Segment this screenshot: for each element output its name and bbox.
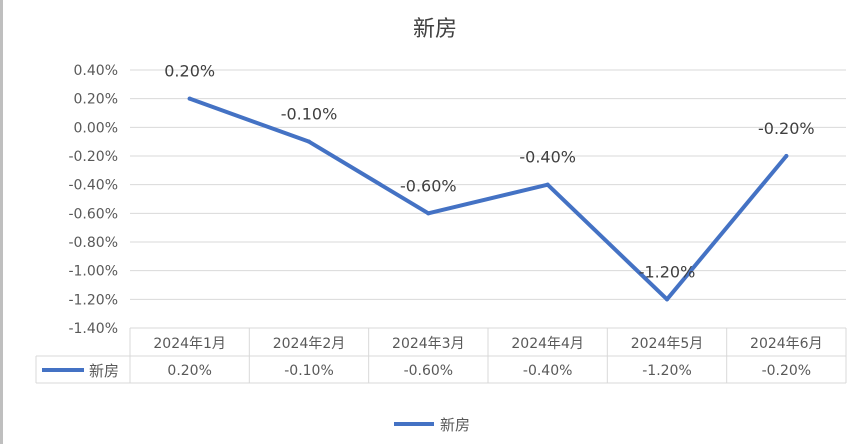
x-category-label: 2024年5月 [631, 336, 704, 352]
data-table: 2024年1月 0.20% 2024年2月 -0.10% 2024年3月 -0.60% 20… [35, 327, 847, 384]
data-point [307, 139, 311, 144]
y-tick-label: -0.80% [68, 235, 118, 251]
data-point [187, 96, 192, 101]
series-line [187, 96, 789, 302]
x-category-label: 2024年6月 [750, 336, 823, 352]
y-tick-label: -1.00% [68, 264, 118, 280]
x-category-label: 2024年2月 [273, 336, 346, 352]
data-label: -0.40% [519, 148, 576, 167]
data-labels: 0.20% -0.10% -0.60% -0.40% -1.20% -0.20% [164, 62, 814, 282]
data-label: -1.20% [639, 262, 696, 281]
y-tick-label: -1.40% [68, 321, 118, 337]
y-axis-ticks: 0.40% 0.20% 0.00% -0.20% -0.40% -0.60% -0.80% -… [68, 63, 118, 337]
data-point [426, 211, 431, 216]
data-point [545, 182, 550, 187]
x-category-label: 2024年3月 [392, 336, 465, 352]
data-label: -0.20% [758, 119, 815, 138]
window-edge [0, 0, 3, 444]
data-label: -0.10% [281, 105, 338, 124]
data-point [784, 154, 789, 158]
y-tick-label: -0.40% [68, 178, 118, 194]
legend-label: 新房 [440, 416, 470, 434]
y-tick-label: -0.60% [68, 206, 118, 222]
y-tick-label: -1.20% [68, 292, 118, 308]
data-point [665, 297, 669, 302]
table-value: -0.20% [762, 363, 812, 379]
table-value: -0.10% [284, 363, 334, 379]
data-label: 0.20% [164, 62, 215, 81]
table-value: -0.60% [404, 363, 454, 379]
table-series-name: 新房 [89, 362, 119, 380]
y-tick-label: 0.40% [74, 63, 118, 79]
x-category-label: 2024年4月 [511, 336, 584, 352]
table-value: -1.20% [642, 363, 692, 379]
y-tick-label: 0.00% [74, 120, 118, 136]
y-tick-label: 0.20% [74, 92, 118, 108]
legend: 新房 [394, 416, 470, 434]
table-value: 0.20% [167, 363, 211, 379]
chart-title: 新房 [413, 17, 457, 42]
series-layer [187, 96, 789, 302]
x-category-label: 2024年1月 [153, 336, 226, 352]
y-tick-label: -0.20% [68, 149, 118, 165]
data-label: -0.60% [400, 176, 457, 195]
table-value: -0.40% [523, 363, 573, 379]
